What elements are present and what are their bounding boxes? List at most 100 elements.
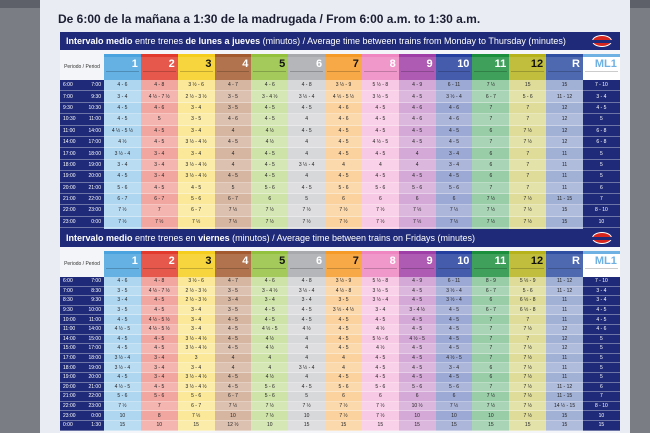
line-route-text [363,268,397,275]
period-range: 6:00 7:00 [60,278,104,284]
period-header: Periodo / Period [60,54,104,80]
interval-cell: 4 - 7 [214,80,252,92]
interval-cell: 10 [140,420,178,431]
period-end: 19:00 [88,364,101,371]
period-cell: 19:00 20:00 [60,372,104,383]
period-range: 20:00 21:00 [60,185,104,191]
interval-cell: 7 ½ [509,411,547,421]
line-route-text [216,71,250,78]
interval-cell: 5 - 6 [177,193,215,206]
interval-cell: 3 - 4 [104,296,141,306]
interval-cell: 10 [435,411,473,421]
interval-cell: 10 [398,411,436,421]
line-route-text [216,268,250,275]
period-end: 21:00 [88,383,101,390]
period-range: 10:00 11:00 [60,317,104,323]
interval-cell: 7 [472,315,510,325]
interval-cell: 3 - 4 [582,91,620,103]
interval-cell: 4 - 5 [251,102,289,115]
interval-cell: 5 ½ - 8 [361,277,399,287]
interval-cell: 4 - 6 [140,102,178,115]
line-number: 6 [315,255,323,267]
interval-cell: 6 [472,296,510,306]
period-start: 22:00 [63,403,76,410]
interval-cell: 6 [398,193,436,206]
interval-cell: 3 [177,353,215,364]
interval-cell: 4 ½ [251,344,289,354]
interval-cell: 4 - 5 [288,382,326,393]
interval-cell: 5 [582,148,620,160]
line-route-text [179,268,213,275]
line-number: 11 [494,255,507,267]
interval-cell: 5 [582,344,620,354]
interval-cell: 7 ½ [472,205,510,217]
interval-cell: 7 ½ [177,216,215,229]
interval-cell: 3 - 4 [177,102,215,115]
interval-cell: 7 ½ [288,216,326,229]
interval-cell: 15 [435,420,473,431]
interval-cell: 3 ½ - 9 [325,80,362,92]
interval-cell: 15 [177,420,215,431]
interval-cell: 4 - 6 [325,114,362,126]
interval-cell: 15 [546,420,583,431]
interval-cell: 5 - 6 [361,182,399,194]
interval-cell: 3 ½ - 4 [288,286,326,297]
interval-cell: 4 ½ - 5 ½ [325,91,362,103]
interval-cell: 4 ½ - 7 ½ [140,286,178,297]
interval-cell: 3 ½ - 4 ½ [177,334,215,345]
interval-cell: 4 - 5 [361,372,399,383]
interval-cell: 4 [251,353,289,364]
line-route-text [400,268,434,275]
line-header-9: 9 [398,251,436,277]
period-range: 11:00 14:00 [60,128,104,134]
interval-cell: 3 ½ - 4 [104,363,141,373]
line-header-1: 1 [104,54,141,80]
interval-cell: 4 - 5 [325,344,362,354]
interval-cell: 3 ½ - 5 [361,286,399,297]
interval-cell: 11 [546,171,583,183]
interval-cell: 6 - 8 [582,125,620,137]
interval-cell: 7 [472,324,510,335]
period-end: 9:30 [91,297,101,304]
interval-cell: 4 [398,148,436,160]
interval-cell: 5 ½ - 6 [361,334,399,345]
interval-cell: 4 - 5 [361,171,399,183]
interval-cell: 3 ½ - 4 [361,296,399,306]
interval-cell: 6 [582,182,620,194]
period-start: 10:00 [63,316,76,323]
interval-cell: 4 - 5 [288,125,326,137]
period-start: 7:00 [63,287,73,294]
interval-cell: 4 - 5 [251,148,289,160]
period-end: 17:00 [88,345,101,352]
period-start: 23:00 [63,412,76,419]
period-range: 22:00 23:00 [60,207,104,213]
line-route-text [474,268,508,275]
interval-cell: 8 - 9 [472,277,510,287]
interval-cell: 4 ½ [361,324,399,335]
interval-cell: 4 - 5 [361,363,399,373]
period-start: 6:00 [63,82,73,89]
interval-cell: 6 [472,171,510,183]
line-number: 7 [352,255,359,267]
interval-cell: 4 [288,171,326,183]
interval-cell: 4 - 5 [361,114,399,126]
interval-cell: 15 [546,80,583,92]
period-start: 8:30 [63,297,73,304]
interval-cell: 4 - 5 [435,372,473,383]
interval-cell: 7 ½ [435,401,473,412]
period-end: 21:00 [88,184,101,191]
period-cell: 0:00 1:30 [60,420,104,431]
interval-cell: 7 [582,392,620,402]
interval-cell: 3 - 4 [435,363,473,373]
interval-cell: 4 - 8 [288,277,326,287]
interval-cell: 3 - 4 [177,315,215,325]
interval-cell: 4 - 8 [140,277,178,287]
line-route-text [179,71,213,78]
interval-cell: 7 [509,315,547,325]
interval-cell: 15 [361,420,399,431]
interval-cell: 3 ½ - 4 ½ [177,171,215,183]
interval-cell: 4 - 5 [251,315,289,325]
